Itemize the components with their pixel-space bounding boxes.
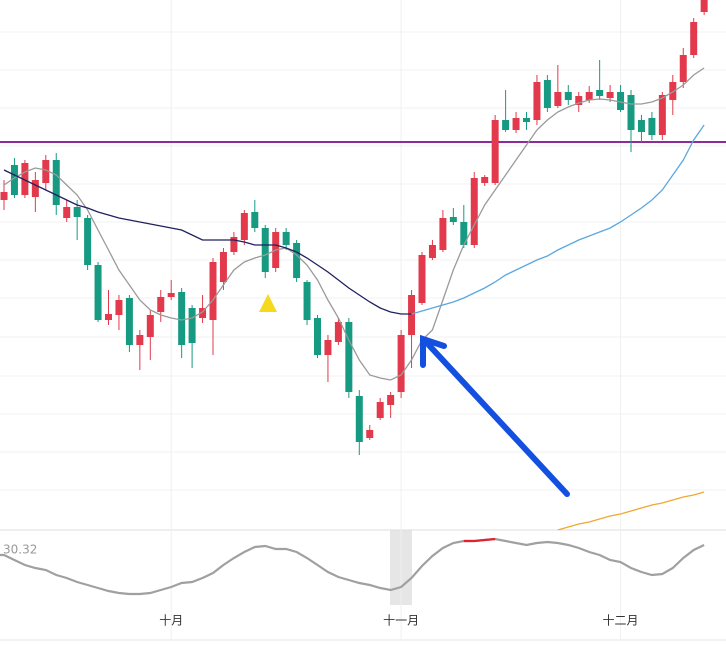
candle-body [575, 96, 583, 105]
candle-body [314, 318, 321, 355]
candle-body [690, 22, 698, 55]
moving-average-line [3, 67, 705, 381]
candle-body [31, 180, 39, 197]
candle-body [366, 430, 374, 438]
moving-average-line [411, 124, 705, 315]
x-tick-label: 十一月 [383, 614, 419, 628]
candle-body [115, 300, 123, 315]
candle-body [502, 120, 510, 130]
candle-body [491, 120, 499, 183]
candle-body [324, 340, 332, 355]
candle-body [387, 395, 395, 405]
candle-body [199, 308, 207, 318]
indicator-highlight [463, 537, 496, 543]
candle-body [700, 0, 708, 12]
candle-body [230, 237, 238, 252]
candle-body [345, 322, 353, 392]
arrow-shaft [423, 339, 570, 497]
candle-body [460, 222, 468, 245]
candle-body [125, 298, 133, 345]
candle-body [282, 232, 290, 245]
marker-triangle [259, 294, 277, 312]
candle-body [554, 92, 562, 106]
moving-average-line [3, 169, 412, 315]
moving-average-line [557, 491, 705, 530]
candle-body [585, 92, 593, 100]
x-tick-label: 十二月 [603, 614, 639, 628]
candle-body [334, 322, 342, 342]
candle-body [449, 217, 457, 222]
candle-body [52, 160, 60, 205]
candle-body [355, 396, 363, 442]
candle-body [481, 177, 489, 183]
main-pane [0, 0, 726, 530]
candle-body [627, 95, 635, 130]
candle-body [293, 243, 301, 278]
candle-body [470, 178, 478, 245]
candle-body [397, 335, 405, 392]
candle-body [105, 314, 112, 320]
candle-body [512, 118, 520, 130]
candle-body [658, 95, 666, 135]
candle-body [606, 92, 614, 98]
candle-body [167, 293, 175, 297]
candle-body [637, 120, 645, 132]
candle-body [84, 218, 92, 265]
candle-body [617, 92, 625, 110]
candle-body [178, 292, 186, 345]
candle-body [209, 262, 217, 320]
indicator-line [0, 537, 705, 596]
candle-body [376, 402, 384, 418]
candle-body [418, 255, 426, 303]
candle-body [669, 82, 677, 100]
candle-body [679, 55, 687, 82]
candle-body [10, 165, 18, 195]
candle-body [261, 228, 269, 272]
candle-body [648, 118, 656, 135]
arrow-head [420, 334, 447, 368]
candle-body [543, 80, 551, 108]
candle-body [42, 160, 50, 183]
candle-body [73, 207, 81, 217]
candle-body [21, 163, 29, 195]
x-tick-label: 十月 [159, 614, 183, 628]
arrow [420, 334, 570, 497]
candle-body [251, 212, 259, 228]
candle-body [533, 82, 541, 120]
candle-body [94, 265, 102, 320]
candle-body [136, 335, 144, 345]
candle-body [188, 308, 196, 343]
candle-body [523, 118, 530, 122]
candle-body [564, 92, 572, 100]
candle-body [0, 192, 8, 200]
candle-body [303, 282, 311, 320]
candle-body [428, 245, 436, 258]
indicator-label: 30.32 [3, 543, 37, 557]
candle-body [146, 315, 154, 337]
candle-body [408, 295, 416, 335]
candle-body [240, 213, 248, 240]
candle-body [219, 252, 227, 282]
candle-body [157, 297, 165, 312]
candle-body [63, 207, 71, 218]
candle-body [596, 90, 604, 96]
candle-body [439, 218, 447, 250]
